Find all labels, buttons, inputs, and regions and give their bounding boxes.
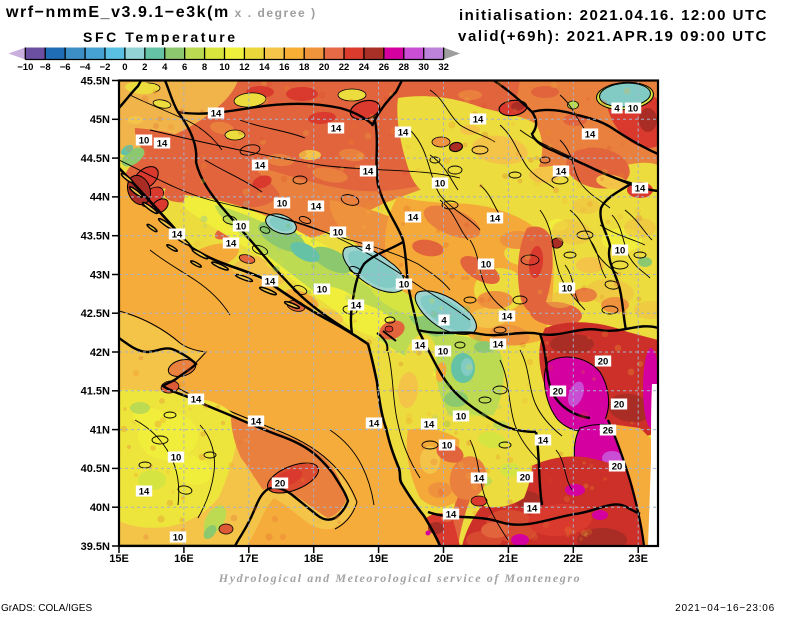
svg-text:10: 10 <box>442 441 453 452</box>
svg-text:14: 14 <box>369 419 380 430</box>
svg-text:14: 14 <box>265 277 276 288</box>
svg-text:44N: 44N <box>90 192 110 204</box>
svg-text:4: 4 <box>162 62 168 73</box>
svg-text:20: 20 <box>319 62 330 73</box>
svg-text:14: 14 <box>311 202 322 213</box>
svg-text:10: 10 <box>481 260 492 271</box>
svg-text:14: 14 <box>490 214 501 225</box>
svg-text:14: 14 <box>635 184 646 195</box>
svg-text:20: 20 <box>275 479 286 490</box>
svg-text:10: 10 <box>628 104 639 115</box>
svg-text:32: 32 <box>438 62 449 73</box>
svg-text:14: 14 <box>259 62 270 73</box>
svg-text:14: 14 <box>424 420 435 431</box>
svg-text:14: 14 <box>172 230 183 241</box>
svg-text:−6: −6 <box>60 62 71 73</box>
svg-text:42N: 42N <box>90 347 110 359</box>
svg-text:41.5N: 41.5N <box>81 386 110 398</box>
svg-text:43.5N: 43.5N <box>81 231 110 243</box>
svg-text:23E: 23E <box>628 553 648 565</box>
svg-text:14: 14 <box>446 510 457 521</box>
svg-text:20: 20 <box>520 473 531 484</box>
svg-text:10: 10 <box>615 246 626 257</box>
svg-text:14: 14 <box>331 124 342 135</box>
svg-text:20: 20 <box>612 462 623 473</box>
svg-text:14: 14 <box>527 504 538 515</box>
svg-text:12: 12 <box>239 62 250 73</box>
svg-text:−4: −4 <box>80 62 92 73</box>
svg-text:14: 14 <box>398 128 409 139</box>
svg-text:14: 14 <box>502 312 513 323</box>
svg-text:10: 10 <box>173 533 184 544</box>
svg-text:14: 14 <box>473 115 484 126</box>
svg-text:14: 14 <box>493 340 504 351</box>
svg-text:8: 8 <box>202 62 207 73</box>
svg-text:39.5N: 39.5N <box>81 541 110 553</box>
svg-text:17E: 17E <box>239 553 259 565</box>
svg-text:26: 26 <box>603 426 614 437</box>
svg-text:14: 14 <box>251 417 262 428</box>
svg-text:22: 22 <box>339 62 350 73</box>
svg-text:10: 10 <box>333 228 344 239</box>
svg-text:10: 10 <box>277 199 288 210</box>
svg-text:20: 20 <box>553 387 564 398</box>
svg-text:10: 10 <box>219 62 230 73</box>
svg-text:10: 10 <box>562 284 573 295</box>
svg-text:14: 14 <box>351 301 362 312</box>
svg-text:14: 14 <box>255 161 266 172</box>
svg-text:15E: 15E <box>109 553 129 565</box>
svg-text:10: 10 <box>456 412 467 423</box>
svg-text:14: 14 <box>474 474 485 485</box>
svg-text:14: 14 <box>191 395 202 406</box>
svg-text:14: 14 <box>538 436 549 447</box>
svg-text:16: 16 <box>279 62 290 73</box>
svg-text:−2: −2 <box>100 62 111 73</box>
svg-text:42.5N: 42.5N <box>81 308 110 320</box>
svg-text:10: 10 <box>236 222 247 233</box>
svg-text:14: 14 <box>226 239 237 250</box>
svg-text:−8: −8 <box>40 62 51 73</box>
svg-text:16E: 16E <box>174 553 194 565</box>
svg-text:28: 28 <box>398 62 409 73</box>
svg-text:−10: −10 <box>17 62 33 73</box>
svg-text:14: 14 <box>556 167 567 178</box>
svg-text:4: 4 <box>365 243 371 254</box>
svg-text:10: 10 <box>139 136 150 147</box>
svg-text:40N: 40N <box>90 502 110 514</box>
svg-text:21E: 21E <box>499 553 519 565</box>
svg-text:10: 10 <box>435 179 446 190</box>
svg-text:43N: 43N <box>90 269 110 281</box>
svg-text:18: 18 <box>299 62 310 73</box>
svg-text:30: 30 <box>418 62 429 73</box>
svg-text:19E: 19E <box>369 553 389 565</box>
svg-text:10: 10 <box>317 285 328 296</box>
svg-text:14: 14 <box>408 213 419 224</box>
svg-text:24: 24 <box>359 62 370 73</box>
svg-text:22E: 22E <box>564 553 584 565</box>
svg-text:45.5N: 45.5N <box>81 75 110 87</box>
svg-text:10: 10 <box>438 347 449 358</box>
svg-text:14: 14 <box>157 139 168 150</box>
svg-text:20: 20 <box>598 357 609 368</box>
svg-text:6: 6 <box>182 62 187 73</box>
svg-text:4: 4 <box>441 316 447 327</box>
svg-text:14: 14 <box>415 341 426 352</box>
svg-text:10: 10 <box>399 280 410 291</box>
svg-text:18E: 18E <box>304 553 324 565</box>
svg-text:14: 14 <box>585 130 596 141</box>
svg-text:44.5N: 44.5N <box>81 153 110 165</box>
svg-text:45N: 45N <box>90 114 110 126</box>
svg-text:0: 0 <box>122 62 127 73</box>
svg-text:14: 14 <box>363 167 374 178</box>
svg-text:41N: 41N <box>90 424 110 436</box>
svg-text:14: 14 <box>211 109 222 120</box>
svg-text:2: 2 <box>142 62 147 73</box>
svg-text:10: 10 <box>171 453 182 464</box>
svg-text:14: 14 <box>139 487 150 498</box>
svg-text:20: 20 <box>614 400 625 411</box>
svg-text:40.5N: 40.5N <box>81 463 110 475</box>
svg-text:20E: 20E <box>434 553 454 565</box>
svg-text:26: 26 <box>379 62 390 73</box>
svg-text:4: 4 <box>614 104 620 115</box>
